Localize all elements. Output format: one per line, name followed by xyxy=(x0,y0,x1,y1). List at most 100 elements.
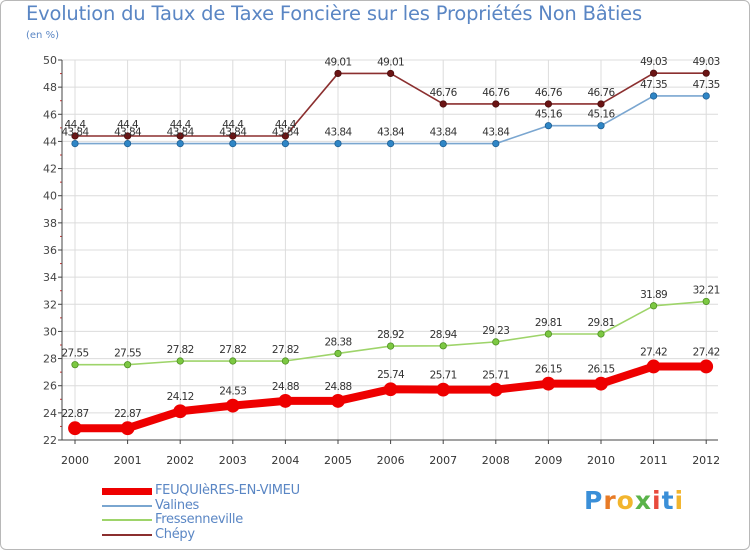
data-label-ch-py: 49.01 xyxy=(377,56,404,68)
data-point-ch-py xyxy=(492,100,500,108)
logo-letter: P xyxy=(584,486,604,515)
data-label-fressenneville: 29.81 xyxy=(587,317,614,329)
logo-letter: i xyxy=(674,486,685,515)
legend-label: FEUQUIèRES-EN-VIMEU xyxy=(155,483,300,498)
data-point-feuqui-res-en-vimeu xyxy=(541,376,556,391)
data-label-fressenneville: 27.82 xyxy=(219,344,246,356)
data-point-feuqui-res-en-vimeu xyxy=(383,382,398,397)
data-point-valines xyxy=(597,122,605,130)
data-label-ch-py: 49.03 xyxy=(693,56,720,68)
data-point-valines xyxy=(124,140,132,148)
data-label-feuqui-res-en-vimeu: 24.88 xyxy=(272,381,299,393)
data-point-ch-py xyxy=(229,132,237,140)
x-tick-label: 2000 xyxy=(61,454,89,467)
logo-letter: t xyxy=(661,486,675,515)
data-point-valines xyxy=(334,140,342,148)
data-label-valines: 43.84 xyxy=(377,127,405,139)
data-point-ch-py xyxy=(544,100,553,108)
data-label-valines: 43.84 xyxy=(482,127,510,139)
data-point-feuqui-res-en-vimeu xyxy=(68,421,82,436)
legend-label: Chépy xyxy=(155,526,195,542)
x-tick-label: 2010 xyxy=(587,454,615,467)
data-point-feuqui-res-en-vimeu xyxy=(225,398,240,413)
legend-swatch xyxy=(102,487,152,495)
data-label-ch-py: 49.03 xyxy=(640,56,667,68)
data-label-valines: 45.16 xyxy=(535,109,563,121)
data-point-valines xyxy=(544,122,553,130)
chart-title: Evolution du Taux de Taxe Foncière sur l… xyxy=(26,2,642,25)
data-point-ch-py xyxy=(702,69,710,77)
data-point-fressenneville xyxy=(492,338,500,346)
data-label-fressenneville: 28.94 xyxy=(430,329,458,341)
data-point-fressenneville xyxy=(334,349,342,358)
x-tick-label: 2011 xyxy=(640,454,668,467)
data-point-ch-py xyxy=(176,132,184,140)
x-tick-label: 2002 xyxy=(166,454,194,467)
x-tick-label: 2001 xyxy=(114,454,142,467)
data-point-fressenneville xyxy=(71,361,79,369)
data-label-fressenneville: 27.55 xyxy=(61,348,88,360)
legend-swatch xyxy=(102,533,152,536)
y-tick-label: 46 xyxy=(43,108,57,121)
data-label-feuqui-res-en-vimeu: 24.53 xyxy=(219,386,246,398)
data-label-valines: 43.84 xyxy=(167,127,195,139)
data-label-fressenneville: 31.89 xyxy=(640,289,667,301)
data-point-ch-py xyxy=(71,132,79,140)
data-point-valines xyxy=(281,140,289,148)
data-label-fressenneville: 27.82 xyxy=(167,344,194,356)
data-point-feuqui-res-en-vimeu xyxy=(436,382,451,397)
x-tick-label: 2003 xyxy=(219,454,247,467)
chart-subtitle: (en %) xyxy=(26,30,59,41)
data-label-fressenneville: 28.38 xyxy=(324,336,351,348)
data-point-valines xyxy=(439,140,447,148)
data-point-ch-py xyxy=(281,132,289,140)
data-label-feuqui-res-en-vimeu: 22.87 xyxy=(114,408,141,420)
y-tick-label: 26 xyxy=(43,380,57,393)
y-tick-label: 42 xyxy=(43,163,57,176)
y-tick-label: 36 xyxy=(43,244,57,257)
data-point-ch-py xyxy=(649,69,658,77)
data-label-valines: 45.16 xyxy=(587,109,615,121)
data-point-ch-py xyxy=(597,100,605,108)
x-tick-label: 2009 xyxy=(534,454,562,467)
data-point-feuqui-res-en-vimeu xyxy=(699,359,714,374)
data-label-feuqui-res-en-vimeu: 26.15 xyxy=(587,364,614,376)
data-point-ch-py xyxy=(124,132,132,140)
x-tick-label: 2006 xyxy=(377,454,405,467)
data-label-feuqui-res-en-vimeu: 25.71 xyxy=(430,370,457,382)
logo-letter: r xyxy=(603,486,617,515)
data-label-feuqui-res-en-vimeu: 22.87 xyxy=(61,408,88,420)
data-point-fressenneville xyxy=(176,357,184,365)
data-point-feuqui-res-en-vimeu xyxy=(646,359,661,374)
data-label-fressenneville: 27.55 xyxy=(114,348,141,360)
data-label-feuqui-res-en-vimeu: 25.74 xyxy=(377,369,405,381)
legend-label: Fressenneville xyxy=(155,512,243,527)
y-tick-label: 48 xyxy=(43,81,57,94)
data-label-ch-py: 49.01 xyxy=(324,56,351,68)
data-point-feuqui-res-en-vimeu xyxy=(331,394,345,408)
data-label-feuqui-res-en-vimeu: 26.15 xyxy=(535,364,562,376)
data-point-fressenneville xyxy=(544,330,553,338)
data-point-valines xyxy=(229,140,237,148)
data-point-feuqui-res-en-vimeu xyxy=(488,382,503,397)
data-point-valines xyxy=(386,140,395,148)
y-tick-label: 22 xyxy=(43,434,57,447)
data-label-feuqui-res-en-vimeu: 24.88 xyxy=(324,381,351,393)
data-point-feuqui-res-en-vimeu xyxy=(278,394,293,408)
data-label-feuqui-res-en-vimeu: 24.12 xyxy=(167,391,194,403)
y-tick-label: 44 xyxy=(43,135,57,148)
data-label-ch-py: 44.4 xyxy=(222,119,244,131)
data-label-fressenneville: 27.82 xyxy=(272,344,299,356)
data-point-ch-py xyxy=(334,69,342,78)
x-tick-label: 2007 xyxy=(429,454,457,467)
data-point-fressenneville xyxy=(386,342,395,350)
data-point-feuqui-res-en-vimeu xyxy=(120,421,135,436)
logo-letter: x xyxy=(634,486,652,515)
data-point-fressenneville xyxy=(649,302,658,310)
data-point-feuqui-res-en-vimeu xyxy=(594,376,608,391)
data-point-valines xyxy=(176,140,184,148)
data-label-valines: 43.84 xyxy=(219,127,247,139)
x-tick-label: 2008 xyxy=(482,454,510,467)
legend-swatch xyxy=(102,504,152,507)
